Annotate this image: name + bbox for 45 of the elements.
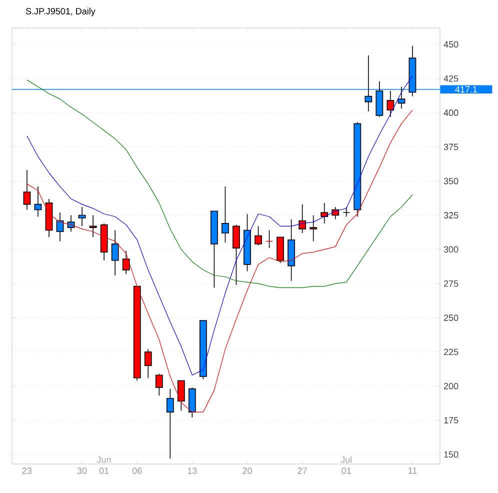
y-tick-label: 225 (444, 348, 458, 356)
x-tick-label: 27 (298, 468, 307, 474)
y-tick-label: 200 (444, 382, 458, 390)
x-tick-label: 06 (132, 468, 142, 474)
x-tick-label: 23 (22, 468, 32, 474)
y-tick-label: 400 (444, 110, 458, 116)
candlestick (122, 250, 130, 274)
y-tick-label: 425 (444, 75, 458, 82)
y-tick-label: 250 (444, 314, 458, 321)
annotation: Jun (96, 456, 111, 463)
candlestick (276, 236, 284, 264)
ref-line-label: 417.1 (455, 86, 478, 92)
y-tick-label: 300 (444, 246, 458, 253)
candlestick (111, 230, 119, 276)
candlestick (166, 388, 174, 459)
candlestick (188, 387, 196, 418)
y-tick-label: 375 (444, 144, 458, 150)
y-tick-label: 175 (444, 417, 458, 424)
candlestick (89, 214, 97, 238)
y-tick-label: 450 (444, 41, 458, 48)
y-tick-label: 275 (444, 280, 458, 287)
candlestick (254, 226, 262, 246)
y-tick-label: 325 (444, 212, 458, 218)
x-tick-label: 30 (77, 468, 87, 474)
candlestick (222, 186, 229, 243)
x-tick-label: 01 (99, 468, 109, 474)
y-tick-label: 350 (444, 178, 458, 184)
chart-title: S.JP.J9501, Daily (26, 8, 96, 16)
candlestick (78, 206, 86, 227)
candlestick (155, 373, 163, 396)
x-tick-label: 13 (188, 468, 197, 474)
x-tick-label: 01 (342, 468, 351, 474)
candlestick (144, 348, 152, 378)
candlestick (386, 90, 394, 118)
candlestick (232, 224, 240, 286)
candlestick (298, 204, 306, 234)
candlestick (342, 206, 350, 218)
candlestick (266, 230, 273, 248)
x-tick-label: 11 (408, 468, 417, 474)
x-tick-label: 20 (242, 468, 252, 474)
candlestick (310, 214, 318, 242)
annotation: Jul (340, 456, 352, 463)
candlestick (320, 202, 328, 224)
y-tick-label: 150 (444, 451, 458, 458)
candlestick (34, 186, 42, 218)
